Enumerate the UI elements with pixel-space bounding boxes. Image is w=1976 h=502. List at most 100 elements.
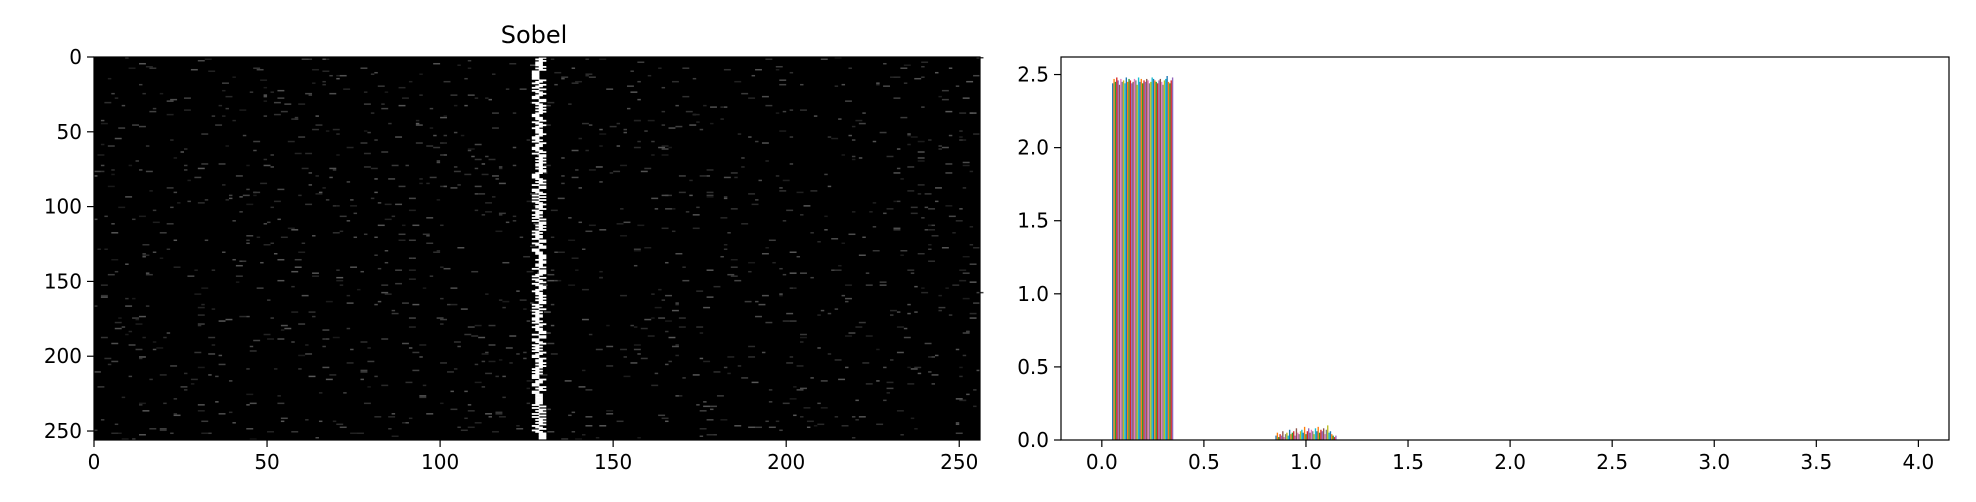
speckle-pixel <box>838 264 842 267</box>
bar <box>1171 77 1174 441</box>
speckle-pixel <box>893 200 897 203</box>
speckle-pixel <box>267 299 271 301</box>
speckle-pixel <box>734 279 742 282</box>
bright-column-pixel <box>531 392 540 394</box>
speckle-pixel <box>720 106 724 108</box>
speckle-pixel <box>786 362 794 364</box>
speckle-pixel <box>668 146 672 149</box>
speckle-pixel <box>294 258 302 261</box>
bar <box>1120 78 1122 440</box>
speckle-pixel <box>606 345 614 348</box>
bright-column-pixel <box>531 371 540 373</box>
speckle-pixel <box>498 212 506 215</box>
speckle-pixel <box>845 284 852 286</box>
speckle-pixel <box>201 133 209 135</box>
speckle-pixel <box>509 362 513 364</box>
speckle-pixel <box>862 362 870 364</box>
speckle-pixel <box>651 293 655 295</box>
speckle-pixel <box>907 312 911 315</box>
speckle-pixel <box>114 321 122 324</box>
speckle-pixel <box>706 194 714 197</box>
speckle-pixel <box>388 178 396 180</box>
speckle-pixel <box>928 139 932 141</box>
speckle-pixel <box>633 264 638 267</box>
speckle-pixel <box>422 287 427 289</box>
speckle-pixel <box>661 417 669 420</box>
bright-column-pixel <box>531 303 540 306</box>
bright-column-pixel <box>535 353 543 356</box>
bright-column-pixel <box>535 206 543 209</box>
speckle-pixel <box>329 74 333 77</box>
speckle-pixel <box>865 272 870 274</box>
speckle-pixel <box>263 333 271 336</box>
speckle-pixel <box>661 145 669 147</box>
speckle-pixel <box>488 158 496 161</box>
bar <box>1133 78 1136 440</box>
speckle-pixel <box>187 200 191 203</box>
speckle-pixel <box>938 95 942 98</box>
speckle-pixel <box>796 365 804 367</box>
speckle-pixel <box>703 405 711 408</box>
speckle-pixel <box>682 377 686 379</box>
speckle-pixel <box>426 235 430 237</box>
bright-column-pixel <box>535 366 543 369</box>
speckle-pixel <box>440 318 448 321</box>
speckle-pixel <box>900 434 904 436</box>
speckle-pixel <box>121 104 126 107</box>
speckle-pixel <box>793 386 797 388</box>
speckle-pixel <box>644 318 652 321</box>
speckle-pixel <box>706 434 714 436</box>
speckle-pixel <box>585 73 593 75</box>
bar <box>1290 434 1292 440</box>
speckle-pixel <box>322 83 326 86</box>
bright-column-pixel <box>535 224 543 227</box>
bright-column-pixel <box>531 347 540 350</box>
speckle-pixel <box>581 248 586 250</box>
speckle-pixel <box>620 208 624 210</box>
speckle-pixel <box>367 386 371 388</box>
speckle-pixel <box>900 116 908 119</box>
speckle-pixel <box>952 232 956 234</box>
speckle-pixel <box>408 239 416 242</box>
speckle-pixel <box>94 371 101 373</box>
bright-column-pixel <box>531 136 540 139</box>
speckle-pixel <box>959 130 963 132</box>
speckle-pixel <box>620 348 627 351</box>
bright-column-pixel <box>531 350 540 353</box>
speckle-pixel <box>488 344 496 346</box>
speckle-pixel <box>935 354 939 357</box>
speckle-pixel <box>142 92 146 95</box>
speckle-pixel <box>239 260 243 262</box>
speckle-pixel <box>561 438 569 440</box>
speckle-pixel <box>190 383 195 385</box>
speckle-pixel <box>235 275 243 277</box>
speckle-pixel <box>654 306 662 309</box>
bar <box>1317 426 1319 440</box>
bar <box>1293 431 1295 440</box>
speckle-pixel <box>232 258 236 261</box>
bright-column-pixel <box>538 254 547 257</box>
speckle-pixel <box>402 422 406 424</box>
bright-column-pixel <box>535 431 543 433</box>
bright-column-pixel <box>538 351 547 354</box>
speckle-pixel <box>523 255 531 258</box>
bar <box>1310 429 1313 440</box>
speckle-pixel <box>270 206 274 209</box>
speckle-pixel <box>644 247 652 249</box>
speckle-pixel <box>512 112 517 114</box>
speckle-pixel <box>945 163 953 165</box>
speckle-pixel <box>550 269 555 271</box>
speckle-pixel <box>100 296 108 298</box>
bright-column-pixel <box>531 82 540 85</box>
speckle-pixel <box>817 347 821 349</box>
speckle-pixel <box>263 244 271 246</box>
bright-column-pixel <box>531 184 540 186</box>
speckle-pixel <box>661 227 669 230</box>
speckle-pixel <box>630 324 634 327</box>
speckle-pixel <box>692 77 697 80</box>
speckle-pixel <box>599 270 603 273</box>
speckle-pixel <box>748 345 756 348</box>
speckle-pixel <box>530 302 534 304</box>
speckle-pixel <box>301 294 309 297</box>
speckle-pixel <box>858 254 866 256</box>
